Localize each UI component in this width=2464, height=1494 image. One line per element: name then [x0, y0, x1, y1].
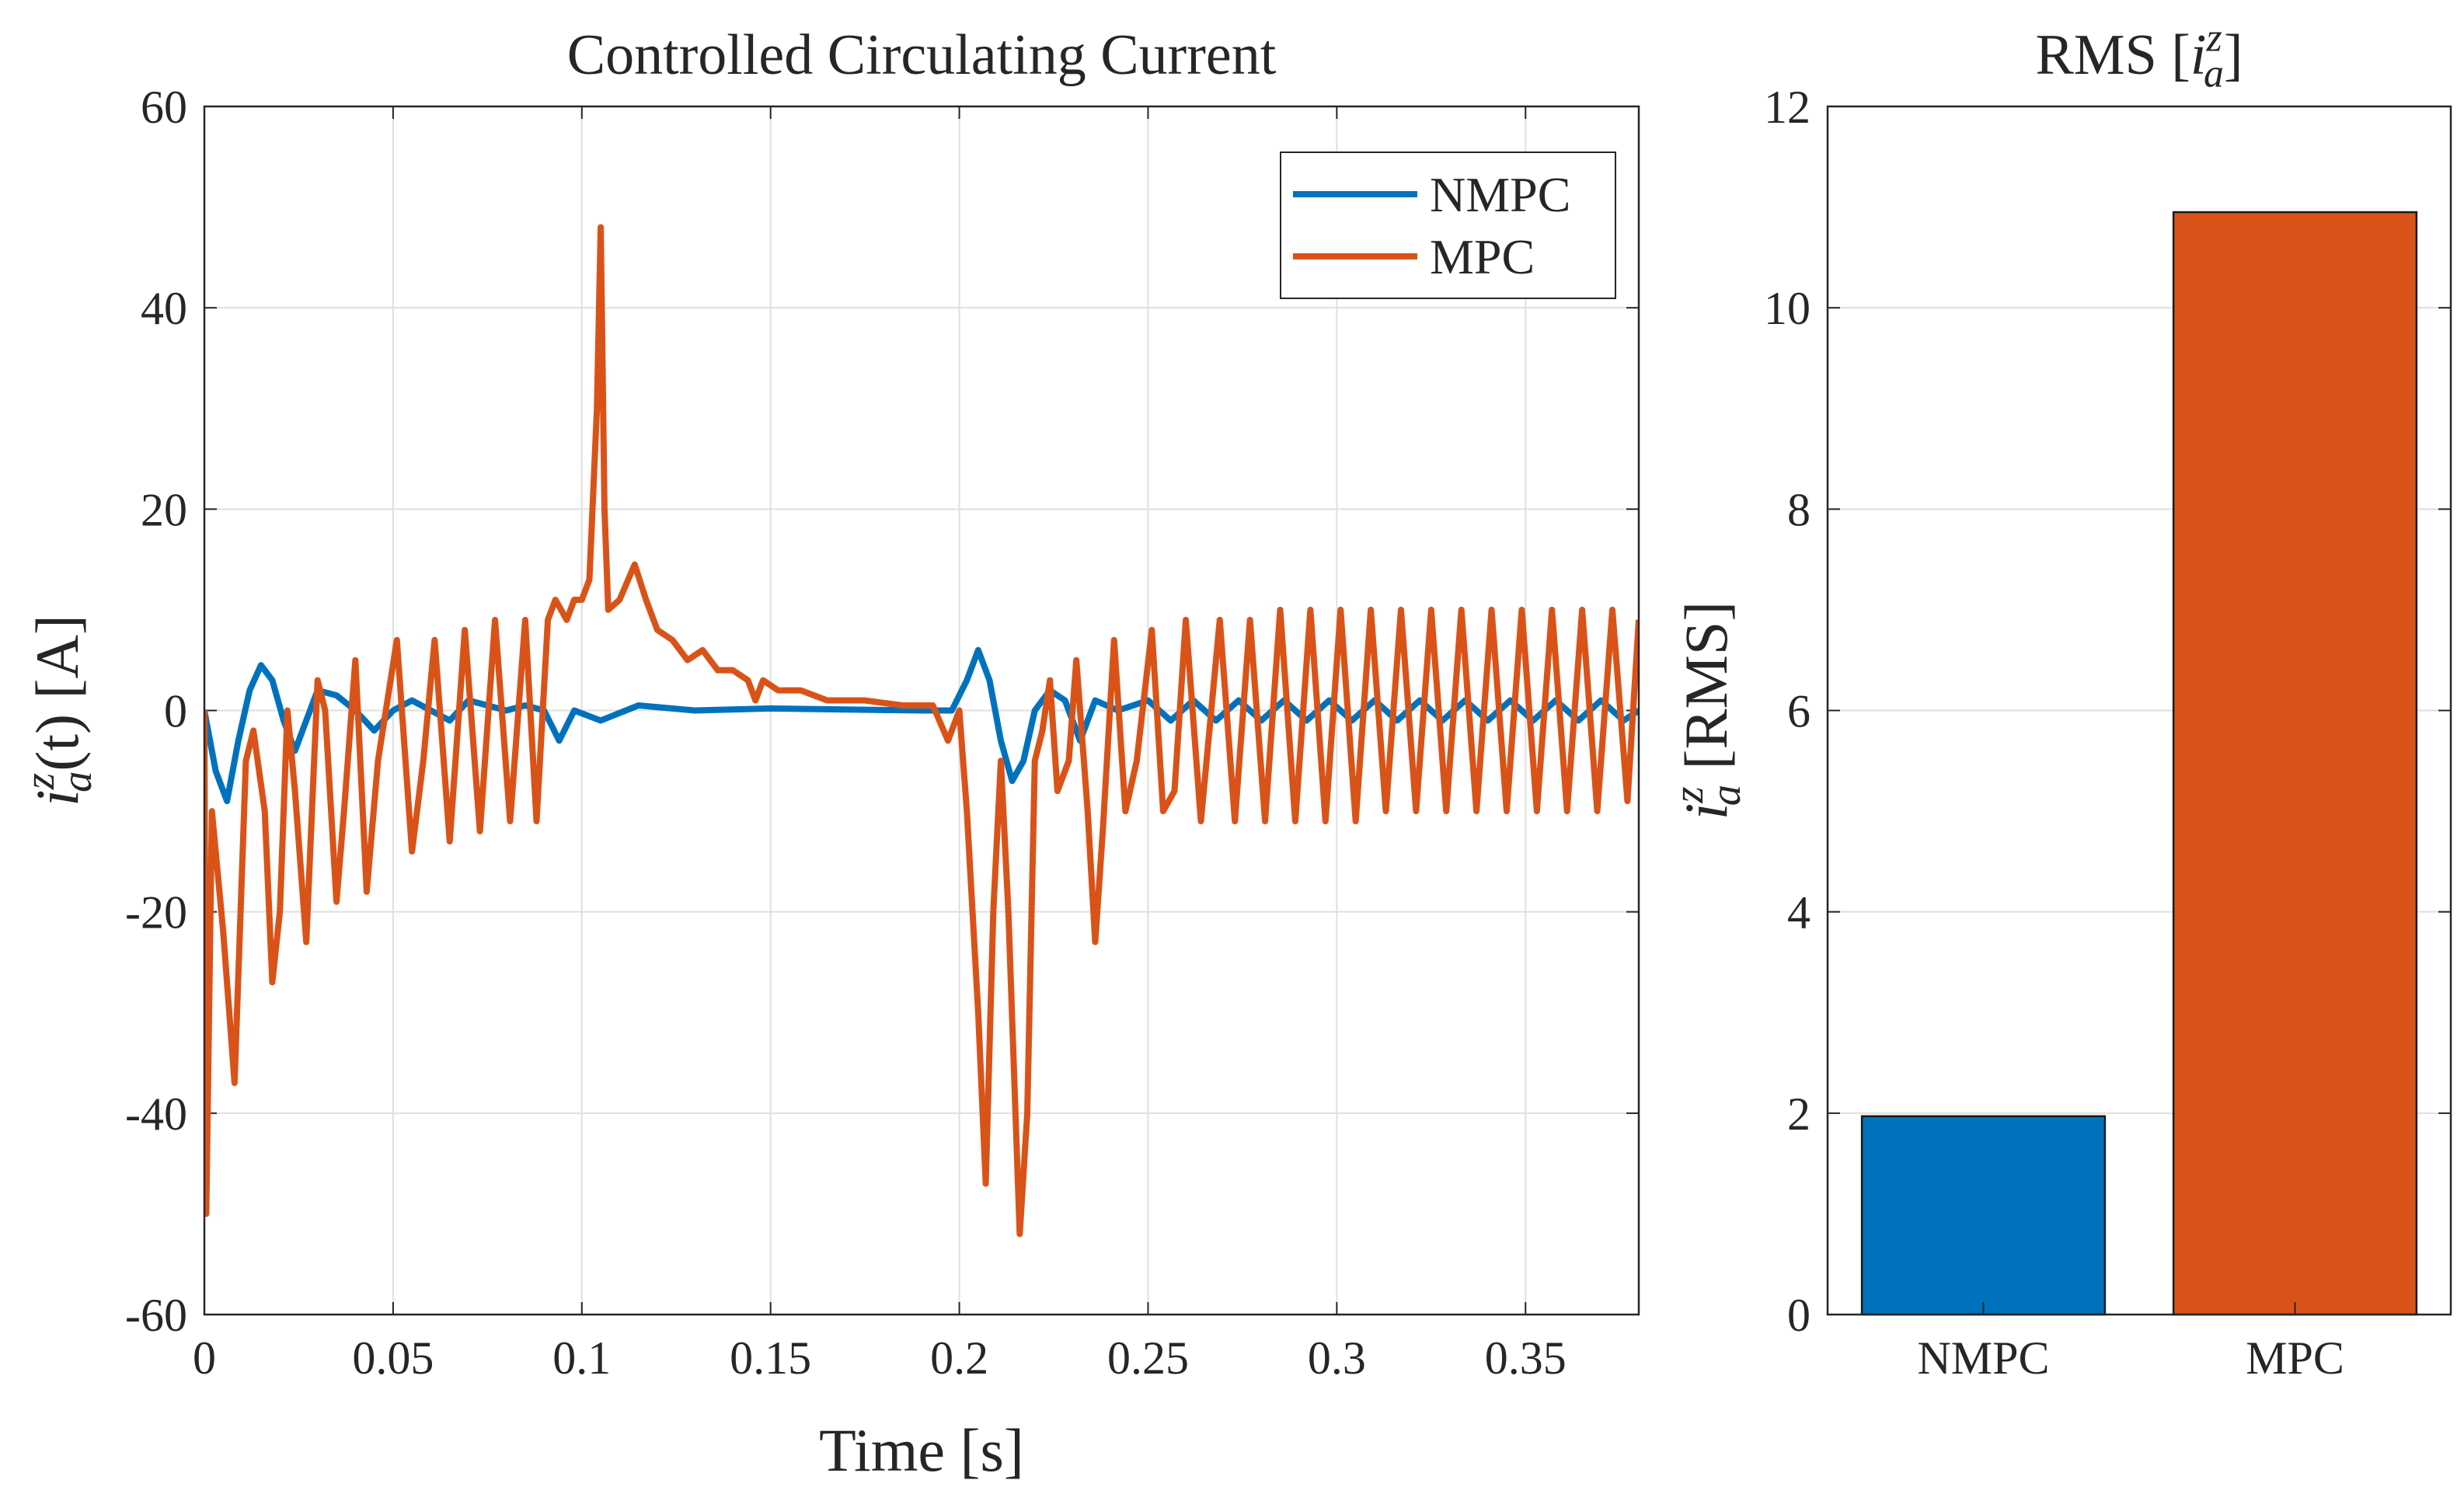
y-axis-label-part: a	[1702, 785, 1749, 806]
y-tick-label: 8	[1787, 484, 1811, 535]
x-tick-label: 0.05	[352, 1332, 434, 1384]
x-tick-label: 0	[193, 1332, 216, 1384]
y-axis-label-part: z	[1664, 786, 1712, 803]
x-tick-label: NMPC	[1917, 1332, 2049, 1384]
series-line	[204, 224, 1639, 1238]
y-tick-label: 40	[141, 283, 187, 334]
x-axis-label: Time [s]	[819, 1416, 1024, 1484]
y-axis-label-part: a	[53, 771, 100, 792]
bar	[1860, 1115, 2107, 1316]
chart-title-part: z	[2205, 16, 2222, 60]
y-tick-label: 12	[1764, 82, 1811, 133]
y-tick-label: -20	[125, 887, 187, 939]
legend-box	[1280, 151, 1616, 299]
y-tick-label: -40	[125, 1088, 187, 1140]
chart-title: Controlled Circulating Current	[567, 23, 1277, 87]
chart-title: RMS [iz a]	[2035, 16, 2243, 96]
y-tick-label: 60	[141, 82, 187, 133]
axes-box	[1826, 105, 2452, 1316]
y-tick-label: 0	[1787, 1290, 1811, 1341]
y-axis-label-part: z	[16, 773, 63, 790]
y-tick-label: 10	[1764, 283, 1811, 334]
chart-title-part: RMS [	[2035, 23, 2190, 87]
x-tick-label: MPC	[2246, 1332, 2344, 1384]
y-axis-label-part: [RMS]	[1672, 601, 1740, 785]
axes-box	[203, 105, 1640, 1316]
bar	[2172, 211, 2418, 1316]
chart-title-part: i	[2190, 23, 2207, 87]
y-tick-label: -60	[125, 1290, 187, 1341]
x-tick-label: 0.25	[1107, 1332, 1189, 1384]
y-tick-label: 2	[1787, 1088, 1811, 1140]
chart-title-part: ]	[2224, 23, 2243, 87]
chart-title-part: a	[2204, 51, 2224, 96]
legend-label: MPC	[1430, 229, 1535, 284]
x-tick-label: 0.1	[552, 1332, 611, 1384]
y-tick-label: 6	[1787, 686, 1811, 737]
x-tick-label: 0.15	[730, 1332, 811, 1384]
y-tick-label: 4	[1787, 887, 1811, 939]
y-axis-label-part: i	[23, 789, 91, 806]
y-axis-label-part: i	[1672, 803, 1740, 820]
x-tick-label: 0.3	[1308, 1332, 1366, 1384]
y-axis-label: iza(t) [A]	[16, 615, 100, 806]
y-axis-label: iza [RMS]	[1664, 601, 1749, 820]
x-tick-label: 0.2	[930, 1332, 988, 1384]
x-tick-label: 0.35	[1485, 1332, 1567, 1384]
series-line	[204, 646, 1639, 805]
y-axis-label-part: (t) [A]	[23, 615, 91, 771]
legend-label: NMPC	[1430, 167, 1570, 222]
y-tick-label: 20	[141, 484, 187, 535]
y-tick-label: 0	[164, 686, 187, 737]
